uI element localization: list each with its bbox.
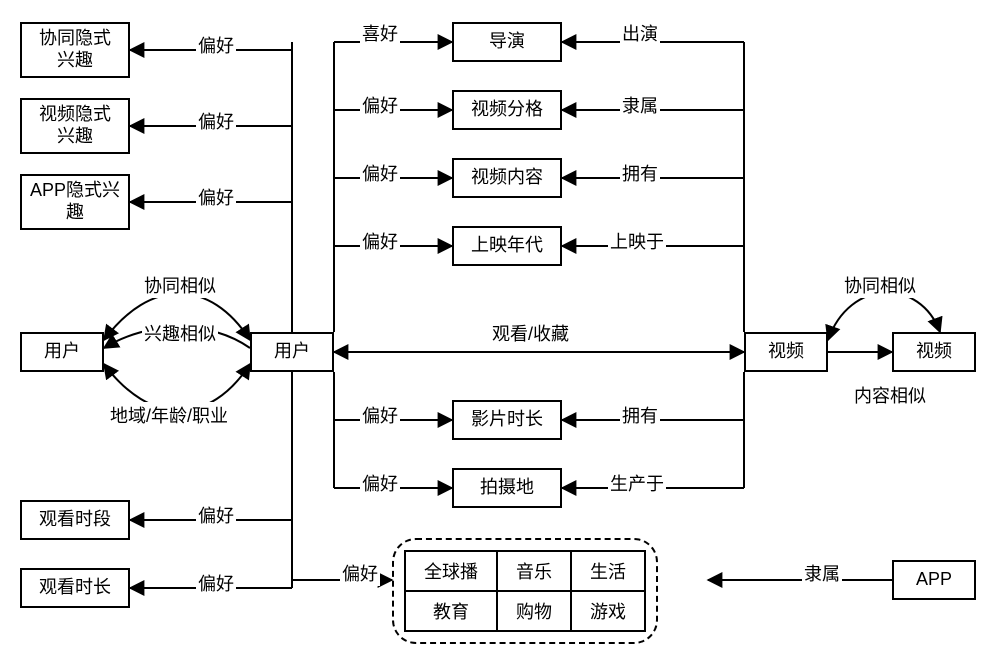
node-film-length: 影片时长 [452,400,562,440]
label-released: 上映于 [608,228,666,254]
label-pref: 偏好 [360,402,400,428]
label-own: 拥有 [620,402,660,428]
label-content-similar: 内容相似 [852,382,928,408]
node-watch-period: 观看时段 [20,500,130,540]
label-own: 拥有 [620,160,660,186]
node-release-era: 上映年代 [452,226,562,266]
node-video-right: 视频 [892,332,976,372]
cat-cell: 生活 [571,551,645,591]
node-director: 导演 [452,22,562,62]
cat-cell: 音乐 [497,551,571,591]
node-app-implicit-interest: APP隐式兴趣 [20,174,130,230]
label-pref: 偏好 [196,184,236,210]
label-collab-similar-user: 协同相似 [142,272,218,298]
node-shoot-location: 拍摄地 [452,468,562,508]
label-pref: 偏好 [340,560,380,586]
label-pref: 偏好 [360,228,400,254]
label-pref: 偏好 [360,470,400,496]
cat-cell: 全球播 [405,551,497,591]
label-watch-collect: 观看/收藏 [490,320,571,346]
label-interest-similar: 兴趣相似 [142,320,218,346]
node-app: APP [892,560,976,600]
node-video-center: 视频 [744,332,828,372]
cat-cell: 教育 [405,591,497,631]
label-subordinate: 隶属 [620,92,660,118]
label-pref: 偏好 [196,502,236,528]
node-watch-duration: 观看时长 [20,568,130,608]
node-video-style: 视频分格 [452,90,562,130]
node-collab-implicit-interest: 协同隐式兴趣 [20,22,130,78]
label-act: 出演 [620,20,660,46]
label-belong: 隶属 [802,560,842,586]
label-pref: 偏好 [360,160,400,186]
label-produced: 生产于 [608,470,666,496]
cat-cell: 游戏 [571,591,645,631]
label-region-age-job: 地域/年龄/职业 [108,402,230,428]
node-video-implicit-interest: 视频隐式兴趣 [20,98,130,154]
label-pref: 偏好 [360,92,400,118]
diagram-canvas: 协同隐式兴趣 视频隐式兴趣 APP隐式兴趣 用户 用户 观看时段 观看时长 导演… [0,0,1000,665]
node-user-left: 用户 [20,332,104,372]
label-pref: 偏好 [196,108,236,134]
label-pref: 偏好 [196,32,236,58]
label-like: 喜好 [360,20,400,46]
label-collab-similar-video: 协同相似 [842,272,918,298]
category-table: 全球播 音乐 生活 教育 购物 游戏 [404,550,646,632]
node-user-center: 用户 [250,332,334,372]
category-group: 全球播 音乐 生活 教育 购物 游戏 [392,538,658,644]
cat-cell: 购物 [497,591,571,631]
label-pref: 偏好 [196,570,236,596]
node-video-content: 视频内容 [452,158,562,198]
